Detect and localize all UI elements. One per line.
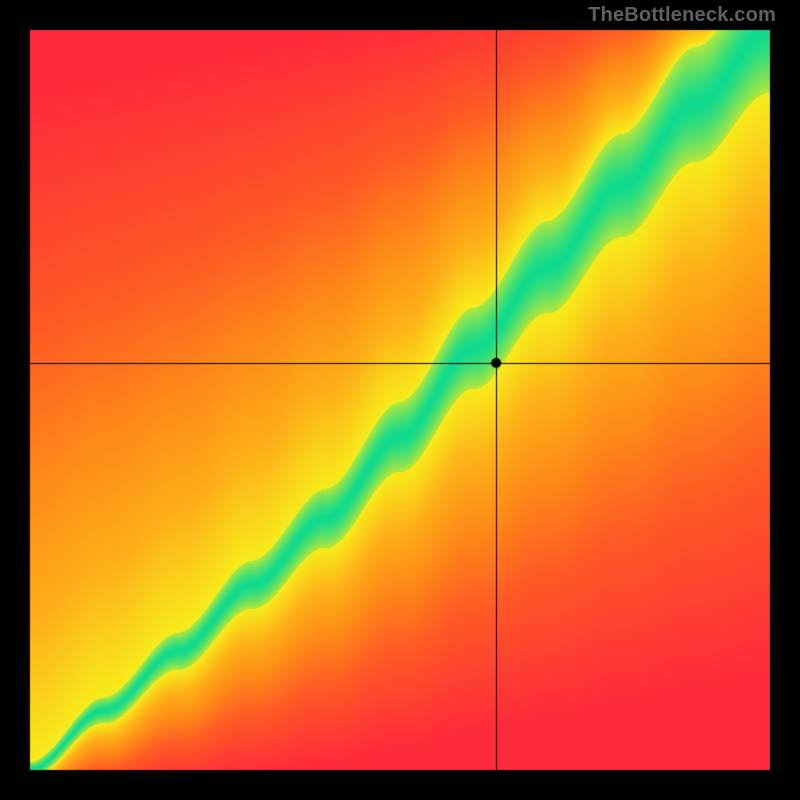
chart-container: { "watermark": { "text": "TheBottleneck.… [0, 0, 800, 800]
watermark-text: TheBottleneck.com [588, 4, 776, 27]
bottleneck-heatmap [0, 0, 800, 800]
